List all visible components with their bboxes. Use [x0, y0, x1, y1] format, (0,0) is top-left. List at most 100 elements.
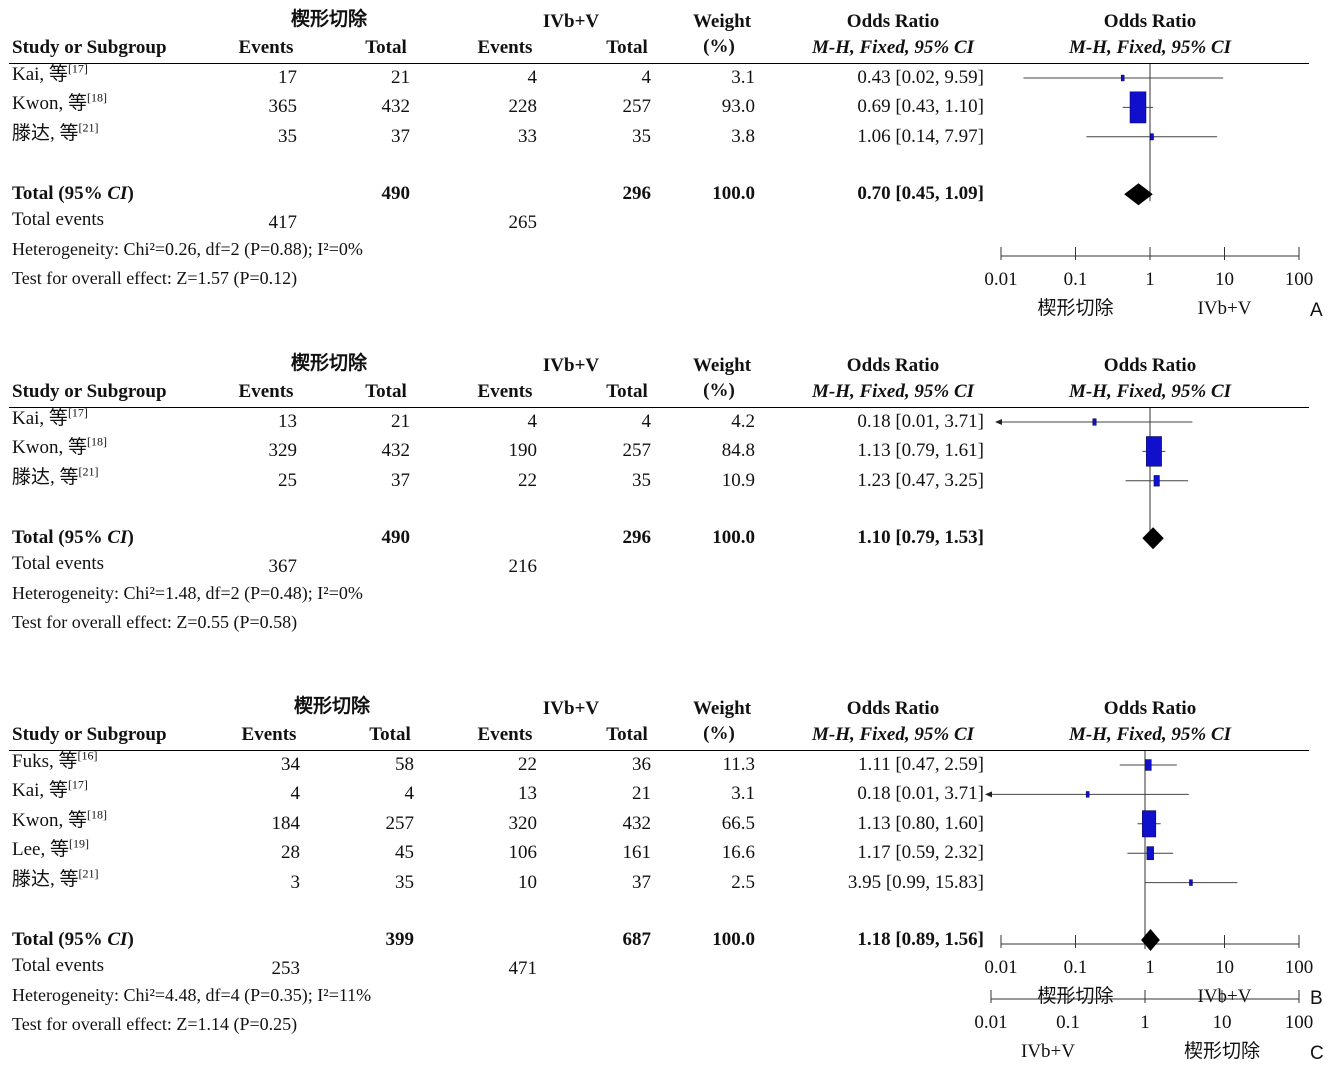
point-estimate-square	[1146, 436, 1162, 467]
total-1: 21	[391, 67, 410, 88]
study-name-text: Kai, 等	[12, 780, 68, 802]
group2-header: IVb+V	[542, 11, 600, 32]
study-name: 滕达, 等[21]	[12, 867, 99, 891]
study-name: 滕达, 等[21]	[12, 121, 99, 145]
x-tick-label: 10	[1215, 269, 1234, 290]
point-estimate-square	[1085, 791, 1090, 798]
total-weight: 100.0	[712, 929, 755, 950]
total-events-label: Total events	[12, 955, 105, 976]
plot-header: Odds Ratio	[1103, 355, 1197, 376]
pooled-diamond	[1141, 929, 1160, 951]
total-label: Total (95% CI)	[12, 929, 134, 951]
total-1: 37	[391, 469, 410, 491]
plot-header: Odds Ratio	[1103, 698, 1197, 719]
pooled-diamond	[1124, 183, 1153, 206]
total-2: 257	[622, 96, 652, 118]
ci-value: 0.18 [0.01, 3.71]	[857, 411, 984, 432]
x-tick-label: 10	[1215, 957, 1234, 978]
events-1: 25	[278, 469, 297, 491]
ci-value: 1.17 [0.59, 2.32]	[857, 842, 984, 864]
total-ci: 0.70 [0.45, 1.09]	[857, 183, 984, 205]
total-n2: 296	[622, 183, 652, 205]
total-1: 432	[381, 96, 411, 118]
total-1: 432	[381, 440, 411, 462]
x-tick-label: 100	[1284, 269, 1314, 290]
forest-panel-b: 楔形切除 IVb+V Weight Odds Ratio Odds Ratio Study…	[0, 344, 1337, 1009]
events-header-1: Events	[238, 37, 294, 58]
events-2: 13	[518, 783, 537, 805]
forest-panel-a: 楔形切除 IVb+V Weight Odds Ratio Odds Ratio Study…	[0, 0, 1337, 345]
total-label-end: )	[127, 183, 134, 205]
study-ref: [17]	[67, 405, 88, 420]
overall-effect-note: Test for overall effect: Z=1.14 (P=0.25)	[12, 1014, 298, 1034]
x-tick-label: 0.1	[1063, 957, 1088, 978]
weight-header: Weight	[692, 698, 752, 719]
study-name-text: 滕达, 等	[12, 868, 79, 890]
study-name-text: Kai, 等	[12, 64, 68, 85]
heterogeneity-note: Heterogeneity: Chi²=4.48, df=4 (P=0.35);…	[12, 985, 372, 1005]
events-2: 320	[508, 812, 538, 834]
study-ref: [18]	[86, 807, 107, 822]
total-events-2: 265	[508, 212, 538, 234]
total-2: 36	[632, 754, 651, 775]
total-2: 257	[622, 440, 652, 462]
point-estimate-square	[1092, 418, 1097, 426]
x-tick-label: 10	[1212, 1012, 1232, 1033]
x-tick-label: 0.01	[984, 957, 1018, 978]
total-2: 161	[622, 842, 652, 864]
total-events-label: Total events	[12, 553, 105, 575]
total-header-2: Total	[606, 381, 648, 402]
total-label-text: Total (95%	[12, 929, 108, 950]
total-1: 21	[391, 411, 410, 432]
total-ci: 1.10 [0.79, 1.53]	[857, 527, 984, 549]
ci-value: 0.69 [0.43, 1.10]	[857, 96, 984, 118]
ci-value: 1.06 [0.14, 7.97]	[857, 125, 984, 147]
events-2: 10	[518, 871, 537, 893]
forest-plot-area	[995, 408, 1300, 948]
total-weight: 100.0	[712, 527, 755, 549]
weight-value: 10.9	[721, 469, 755, 491]
study-name-text: 滕达, 等	[12, 122, 79, 144]
weight-value: 2.5	[731, 871, 755, 893]
point-estimate-square	[1189, 879, 1193, 886]
favours-left-label: IVb+V	[1021, 1041, 1075, 1062]
weight-unit-header: (%)	[703, 380, 735, 401]
total-label-end: )	[127, 929, 134, 950]
total-1: 35	[395, 871, 414, 893]
study-col-header: Study or Subgroup	[12, 724, 167, 745]
events-2: 4	[527, 411, 538, 432]
total-n1: 399	[385, 929, 415, 950]
events-2: 106	[508, 842, 538, 864]
favours-left-label: 楔形切除	[1037, 298, 1114, 319]
ci-value: 1.23 [0.47, 3.25]	[857, 469, 984, 491]
study-name-text: 滕达, 等	[12, 466, 79, 488]
total-1: 257	[385, 812, 415, 834]
study-name: Kai, 等[17]	[12, 779, 88, 802]
forest-plot-area	[1000, 64, 1300, 260]
weight-value: 3.8	[731, 125, 755, 147]
events-1: 34	[281, 754, 300, 775]
x-tick-label: 100	[1284, 1012, 1314, 1033]
total-2: 35	[632, 469, 651, 491]
events-1: 3	[290, 871, 301, 893]
weight-value: 93.0	[721, 96, 755, 118]
total-2: 21	[632, 783, 651, 805]
events-2: 33	[518, 125, 537, 147]
total-label-ci: CI	[107, 527, 128, 549]
ci-arrow	[995, 419, 1002, 425]
events-1: 17	[278, 67, 297, 88]
weight-value: 3.1	[731, 67, 755, 88]
study-name: Kai, 等[17]	[12, 63, 88, 86]
group2-header: IVb+V	[542, 698, 600, 719]
study-name-text: Fuks, 等	[12, 751, 78, 772]
point-estimate-square	[1129, 91, 1147, 124]
total-header-1: Total	[365, 381, 407, 402]
events-header-2: Events	[477, 381, 533, 402]
study-name: Lee, 等[19]	[12, 838, 89, 861]
study-name-text: Kai, 等	[12, 408, 68, 429]
events-1: 365	[268, 96, 298, 118]
events-1: 28	[281, 842, 300, 864]
x-tick-label: 0.1	[1063, 269, 1088, 290]
total-2: 4	[641, 411, 652, 432]
header-rule	[9, 750, 1309, 751]
